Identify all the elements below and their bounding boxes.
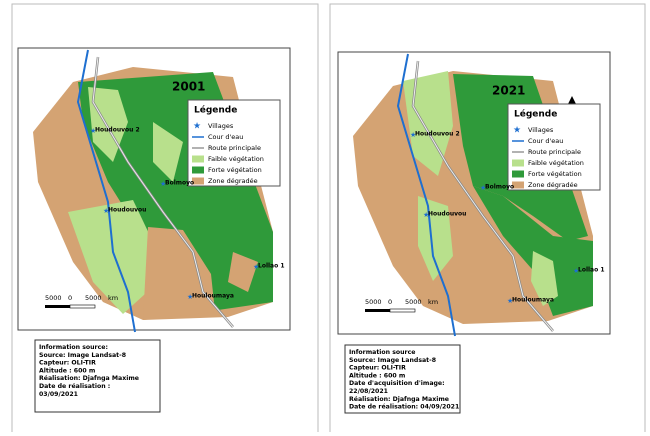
land-zone bbox=[143, 227, 215, 320]
info-line: Capteur: OLI-TIR bbox=[349, 365, 406, 372]
legend-label: Cour d'eau bbox=[208, 133, 243, 141]
village-label: Lollao 1 bbox=[578, 267, 605, 274]
village-label: Houdouvou bbox=[428, 211, 466, 218]
village-marker: ★ bbox=[187, 293, 193, 301]
legend-symbol bbox=[512, 159, 524, 167]
village-marker: ★ bbox=[410, 131, 416, 139]
village-label: Houdouvou bbox=[108, 207, 146, 214]
village-label: Houloumaya bbox=[192, 293, 234, 300]
legend-label: Route principale bbox=[208, 144, 261, 152]
info-line: Réalisation: Djafnga Maxime bbox=[39, 374, 139, 382]
scale-label: 5000 bbox=[85, 294, 102, 302]
land-zone bbox=[418, 196, 453, 281]
scale-label: 5000 bbox=[365, 298, 382, 306]
scale-label: km bbox=[108, 294, 118, 302]
scale-label: 5000 bbox=[405, 298, 422, 306]
scale-label: 0 bbox=[68, 294, 72, 302]
land-zone bbox=[403, 71, 453, 176]
legend-symbol: ★ bbox=[513, 126, 521, 136]
road-inner bbox=[92, 56, 234, 328]
land-zone bbox=[68, 200, 153, 314]
river bbox=[396, 53, 456, 337]
info-line: Source: Image Landsat-8 bbox=[39, 352, 126, 359]
land-zone bbox=[153, 122, 183, 182]
village-label: Houdouvou 2 bbox=[95, 127, 140, 134]
legend-label: Zone dégradée bbox=[208, 177, 258, 185]
info-line: Altitude : 600 m bbox=[349, 372, 405, 379]
legend-label: Forte végétation bbox=[208, 166, 262, 174]
info-line: Information source bbox=[349, 349, 415, 356]
info-line: 03/09/2021 bbox=[39, 391, 78, 398]
village-marker: ★ bbox=[423, 211, 429, 219]
village-label: Lollao 1 bbox=[258, 263, 285, 270]
village-marker: ★ bbox=[507, 297, 513, 305]
scale-bar bbox=[69, 304, 96, 309]
info-line: Date d'acquisition d'image: bbox=[349, 380, 445, 387]
legend-label: Villages bbox=[208, 122, 234, 130]
river bbox=[76, 49, 136, 333]
map-panel: 2001 Légende ★ Villages Cour d'eau Route prin… bbox=[17, 47, 291, 333]
village-marker: ★ bbox=[90, 127, 96, 135]
legend-title: Légende bbox=[194, 105, 237, 116]
scale-label: 5000 bbox=[45, 294, 62, 302]
map-panel: 2021 Légende ★ Villages Cour d'eau Route prin… bbox=[337, 51, 611, 337]
info-box bbox=[344, 344, 461, 414]
info-line: Date de réalisation : bbox=[39, 382, 110, 390]
info-line: 22/08/2021 bbox=[349, 388, 388, 395]
legend-symbol bbox=[512, 170, 524, 178]
legend-title: Légende bbox=[514, 109, 557, 120]
legend-label: Route principale bbox=[528, 148, 581, 156]
legend-label: Cour d'eau bbox=[528, 137, 563, 145]
info-line: Altitude : 600 m bbox=[39, 367, 95, 374]
legend-symbol: ★ bbox=[193, 122, 201, 132]
legend-label: Faible végétation bbox=[528, 159, 584, 167]
info-line: Capteur: OLI-TIR bbox=[39, 360, 96, 367]
legend-symbol bbox=[192, 177, 204, 185]
village-label: Bolmoyo bbox=[165, 180, 194, 187]
land-zone bbox=[228, 252, 258, 292]
scale-bar bbox=[45, 305, 70, 308]
legend-label: Forte végétation bbox=[528, 170, 582, 178]
land-zone bbox=[531, 251, 558, 306]
village-label: Houdouvou 2 bbox=[415, 131, 460, 138]
map-year: 2001 bbox=[172, 80, 205, 94]
village-label: Bolmoyo bbox=[485, 184, 514, 191]
map-year: 2021 bbox=[492, 84, 525, 98]
legend-label: Zone dégradée bbox=[528, 181, 578, 189]
scale-label: km bbox=[428, 298, 438, 306]
village-marker: ★ bbox=[253, 263, 259, 271]
legend-label: Faible végétation bbox=[208, 155, 264, 163]
road-inner bbox=[412, 60, 554, 332]
village-marker: ★ bbox=[160, 180, 166, 188]
info-line: Information source: bbox=[39, 344, 108, 351]
legend-symbol bbox=[192, 155, 204, 163]
info-line: Date de réalisation: 04/09/2021 bbox=[349, 403, 459, 411]
village-marker: ★ bbox=[103, 207, 109, 215]
info-line: Réalisation: Djafnga Maxime bbox=[349, 395, 449, 403]
village-marker: ★ bbox=[480, 184, 486, 192]
info-line: Source: Image Landsat-8 bbox=[349, 357, 436, 364]
legend-label: Villages bbox=[528, 126, 554, 134]
scale-bar bbox=[389, 308, 416, 313]
village-marker: ★ bbox=[573, 267, 579, 275]
village-label: Houloumaya bbox=[512, 297, 554, 304]
scale-label: 0 bbox=[388, 298, 392, 306]
legend-symbol bbox=[512, 181, 524, 189]
scale-bar bbox=[365, 309, 390, 312]
legend-symbol bbox=[192, 166, 204, 174]
info-box bbox=[34, 339, 161, 413]
